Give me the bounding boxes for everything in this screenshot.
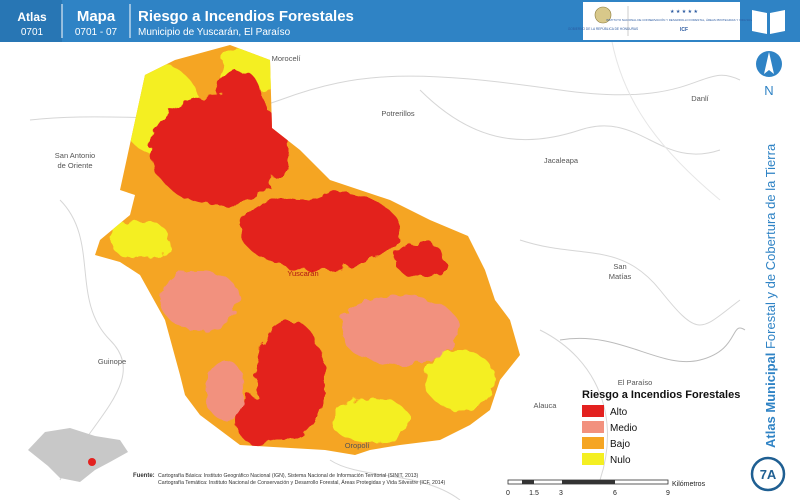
legend-label: Nulo — [610, 455, 631, 466]
map-code: 0701 - 07 — [75, 27, 118, 38]
place-label: Potrerillos — [381, 109, 415, 118]
atlas-box — [0, 0, 62, 42]
legend-swatch — [582, 453, 604, 465]
scale-tick-label: 9 — [666, 490, 670, 497]
legend-swatch — [582, 405, 604, 417]
scale-tick-label: 0 — [506, 490, 510, 497]
place-label: Guinope — [98, 357, 126, 366]
legend-label: Bajo — [610, 439, 630, 450]
scale-tick-label: 3 — [559, 490, 563, 497]
atlas-code: 0701 — [21, 27, 44, 38]
sheet-badge — [750, 456, 786, 492]
map-subtitle: Municipio de Yuscarán, El Paraíso — [138, 27, 291, 38]
place-label: San — [613, 262, 626, 271]
place-labels: Morocelí Potrerillos Danlí Jacaleapa San… — [55, 54, 710, 450]
svg-text:★ ★ ★ ★ ★: ★ ★ ★ ★ ★ — [670, 9, 698, 15]
place-label: Oropolí — [345, 441, 371, 450]
place-label: Jacaleapa — [544, 156, 579, 165]
source-label: Fuente: — [133, 473, 155, 479]
place-label: Morocelí — [272, 54, 302, 63]
logo-text: GOBIERNO DE LA REPÚBLICA DE HONDURAS — [568, 26, 638, 31]
series-title: Atlas Municipal Forestal y de Cobertura … — [763, 143, 778, 448]
sheet-number: 7A — [760, 467, 777, 482]
place-label: Yuscarán — [287, 269, 318, 278]
logo-text: INSTITUTO NACIONAL DE CONSERVACIÓN Y DES… — [606, 17, 762, 22]
scale-tick-label: 1.5 — [529, 490, 539, 497]
logo-box — [583, 2, 740, 40]
book-icon — [752, 10, 785, 34]
place-label: San Antonio — [55, 151, 95, 160]
legend-title: Riesgo a Incendios Forestales — [582, 389, 740, 401]
atlas-label: Atlas — [17, 10, 47, 24]
north-arrow: N — [756, 51, 782, 98]
inset-marker — [88, 458, 96, 466]
legend: Riesgo a Incendios Forestales Alto Medio B… — [582, 389, 740, 466]
inset-map — [28, 428, 128, 482]
background-lines — [29, 29, 746, 500]
north-label: N — [764, 83, 773, 98]
place-label: Alauca — [534, 401, 558, 410]
source-line: Cartografía Temática: Instituto Nacional… — [158, 479, 446, 486]
map-label: Mapa — [77, 8, 116, 25]
place-label: Danlí — [691, 94, 709, 103]
place-label: Matías — [609, 272, 632, 281]
source-line: Cartografía Básica: Instituto Geográfico… — [158, 473, 419, 479]
series-title-bold: Atlas Municipal — [763, 353, 778, 448]
legend-label: Medio — [610, 423, 638, 434]
scale-unit: Kilómetros — [672, 481, 706, 488]
logo-text: ICF — [680, 27, 688, 33]
risk-map — [95, 45, 520, 455]
series-title-rest: Forestal y de Cobertura de la Tierra — [763, 143, 778, 353]
legend-label: Alto — [610, 407, 628, 418]
place-label: de Oriente — [57, 161, 92, 170]
legend-swatch — [582, 437, 604, 449]
scale-tick-label: 6 — [613, 490, 617, 497]
place-label: El Paraíso — [618, 378, 653, 387]
legend-swatch — [582, 421, 604, 433]
map-title: Riesgo a Incendios Forestales — [138, 8, 354, 25]
